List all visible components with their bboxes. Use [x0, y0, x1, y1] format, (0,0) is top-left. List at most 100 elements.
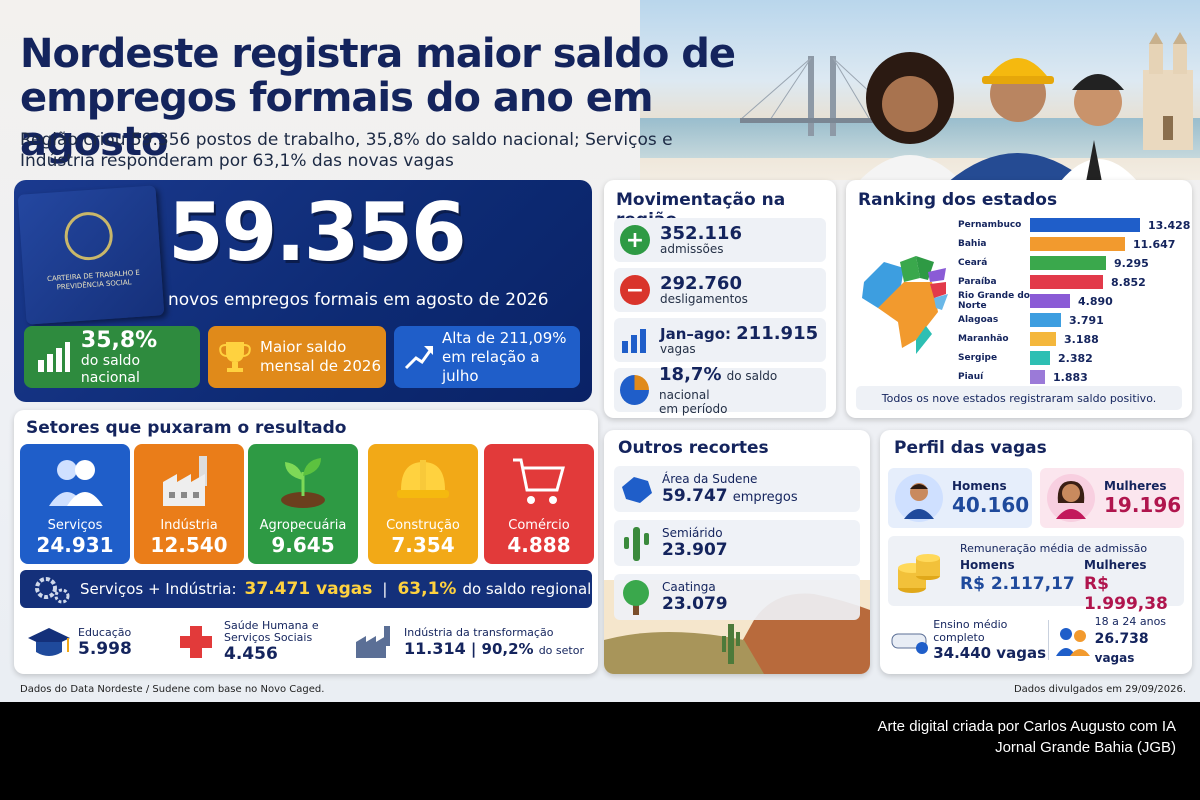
sector-value: 7.354	[391, 533, 455, 557]
salary-men-label: Homens	[960, 558, 1015, 572]
man-avatar-icon	[895, 474, 943, 522]
ranking-footer: Todos os nove estados registraram saldo …	[856, 386, 1182, 410]
ranking-title: Ranking dos estados	[858, 190, 1058, 210]
movement-label: admissões	[660, 242, 724, 256]
page-title: Nordeste registra maior saldo de emprego…	[20, 31, 736, 165]
profile-women: Mulheres 19.196	[1040, 468, 1184, 528]
northeast-map-icon	[862, 256, 948, 354]
pie-chart-icon	[620, 375, 650, 405]
state-bar	[1030, 313, 1061, 327]
education-value: 34.440 vagas	[933, 644, 1046, 662]
other-cut-name: Caatinga	[662, 580, 716, 594]
profile-men: Homens 40.160	[888, 468, 1032, 528]
credit-line-1: Arte digital criada por Carlos Augusto c…	[877, 718, 1176, 735]
pill-highest-balance: Maior saldo mensal de 2026	[208, 326, 386, 388]
trend-up-icon	[404, 337, 434, 377]
sub-transformacao: Indústria da transformação 11.314 | 90,2…	[352, 614, 590, 670]
age-label: 18 a 24 anos	[1094, 614, 1167, 628]
sub-educacao: Educação 5.998	[26, 614, 172, 670]
band-percent: 63,1%	[397, 579, 457, 599]
movement-label: vagas	[660, 342, 696, 356]
state-name: Alagoas	[958, 315, 999, 325]
other-cuts-title: Outros recortes	[618, 438, 769, 458]
other-cut-value: 23.079	[662, 594, 728, 614]
map-icon	[622, 477, 652, 503]
gears-icon	[35, 577, 70, 604]
bar-chart-icon	[34, 337, 73, 377]
other-cut-row: Caatinga 23.079	[614, 574, 860, 620]
workers-illustration	[858, 52, 1138, 182]
state-name: Paraíba	[958, 277, 997, 287]
graduation-cap-icon	[28, 628, 70, 656]
state-name: Ceará	[958, 258, 988, 268]
pill-national-share: 35,8% do saldo nacional	[24, 326, 200, 388]
hero-number: 59.356	[168, 186, 467, 279]
education-label: Ensino médio completo	[933, 618, 1008, 644]
state-name: Maranhão	[958, 334, 1009, 344]
movement-label-2: em período	[659, 401, 728, 416]
movement-row: Jan–ago: 211.915 vagas	[614, 318, 826, 362]
profile-card: Perfil das vagas Homens 40.160 Mulheres …	[880, 430, 1192, 674]
pill-label: Alta de 211,09% em relação a julho	[442, 328, 567, 385]
bar-chart-icon	[620, 325, 650, 355]
church-illustration	[1143, 32, 1193, 150]
sector-construcao: Construção 7.354	[368, 444, 478, 564]
sector-name: Indústria	[160, 518, 218, 533]
other-cut-row: Semiárido 23.907	[614, 520, 860, 566]
profile-title: Perfil das vagas	[894, 438, 1047, 458]
age-unit: vagas	[1094, 650, 1135, 665]
hardhat-icon	[397, 460, 449, 498]
sub-extra-2: do setor	[538, 644, 584, 657]
sector-agropecuaria: Agropecuária 9.645	[248, 444, 358, 564]
factory-icon	[163, 456, 207, 506]
women-label: Mulheres	[1104, 479, 1167, 493]
sub-name: Indústria da transformação	[404, 626, 554, 639]
ranking-row: Maranhão 3.188	[958, 330, 1099, 348]
cart-icon	[513, 458, 565, 504]
state-bar	[1030, 237, 1125, 251]
source-note: Dados do Data Nordeste / Sudene com base…	[20, 684, 325, 695]
salary-women-label: Mulheres	[1084, 558, 1147, 572]
health-cross-icon	[180, 626, 212, 658]
other-cut-unit: empregos	[732, 490, 798, 505]
sector-value: 4.888	[507, 533, 571, 557]
credit-line-2: Jornal Grande Bahia (JGB)	[995, 739, 1176, 756]
movement-label: desligamentos	[660, 292, 748, 306]
state-bar	[1030, 332, 1056, 346]
men-label: Homens	[952, 479, 1007, 493]
pill-big-value: 35,8%	[80, 327, 158, 353]
state-name: Rio Grande do Norte	[958, 291, 1030, 311]
ranking-row: Piauí 1.883	[958, 368, 1088, 386]
women-value: 19.196	[1104, 493, 1182, 517]
band-value: 37.471 vagas	[244, 579, 373, 599]
band-suffix: do saldo regional	[462, 580, 592, 598]
state-name: Bahia	[958, 239, 987, 249]
movement-row: + 352.116 admissões	[614, 218, 826, 262]
diploma-icon	[891, 633, 928, 654]
divider	[1048, 620, 1049, 660]
sub-extra: | 90,2%	[470, 640, 534, 658]
ranking-row: Alagoas 3.791	[958, 311, 1104, 329]
state-value: 13.428	[1148, 218, 1191, 232]
state-name: Sergipe	[958, 353, 998, 363]
state-value: 3.791	[1069, 313, 1104, 327]
ranking-card: Ranking dos estados Pernambuco 13.428 Bahi…	[846, 180, 1192, 418]
work-card-illustration: CARTEIRA DE TRABALHO E PREVIDÊNCIA SOCIA…	[17, 185, 165, 325]
movement-row: 18,7% do saldo nacional em período	[614, 365, 826, 415]
pill-growth: Alta de 211,09% em relação a julho	[394, 326, 580, 388]
movement-prefix: Jan–ago:	[660, 325, 732, 343]
movement-value: 18,7%	[659, 363, 722, 385]
state-value: 8.852	[1111, 275, 1146, 289]
salary-panel: Remuneração média de admissão Homens R$ …	[888, 536, 1184, 614]
people-icon	[49, 460, 103, 506]
plus-icon: +	[620, 225, 650, 255]
sector-servicos: Serviços 24.931	[20, 444, 130, 564]
pill-label: Maior saldo mensal de 2026	[260, 338, 381, 375]
state-value: 9.295	[1114, 256, 1149, 270]
hero-caption: novos empregos formais em agosto de 2026	[168, 290, 549, 310]
sector-name: Comércio	[508, 518, 570, 533]
ranking-row: Ceará 9.295	[958, 254, 1149, 272]
sub-saude: Saúde Humana e Serviços Sociais 4.456	[176, 614, 344, 670]
band-label: Serviços + Indústria:	[80, 580, 237, 598]
ranking-row: Rio Grande do Norte 4.890	[958, 291, 1113, 311]
